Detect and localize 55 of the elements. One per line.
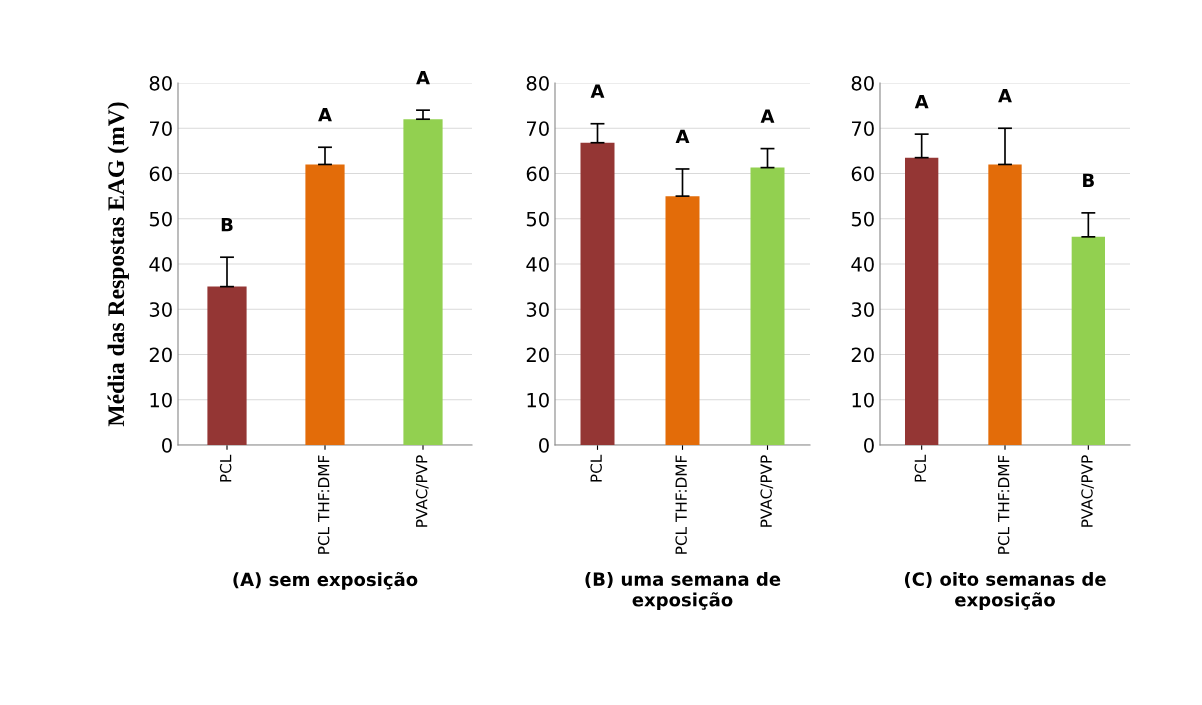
annotation: A [760,109,775,123]
annotation: A [675,129,690,143]
y-tick-label: 60 [851,166,874,182]
y-tick-label: 40 [526,256,549,272]
bar [1071,236,1105,445]
bar [207,286,247,445]
y-tick-label: 30 [851,302,874,317]
x-tick-label: PVAC/PVP [1081,455,1094,527]
y-tick-label: 60 [149,166,172,182]
y-tick-label: 70 [526,121,549,136]
annotation: A [318,108,332,122]
y-tick-label: 50 [526,211,549,227]
y-tick-label: 20 [149,347,172,363]
annotation: A [416,71,430,85]
x-tick-label: PVAC/PVP [760,455,774,527]
y-tick-label: 0 [539,437,549,453]
x-tick-label: PVAC/PVP [415,455,429,527]
x-tick-label: PCL THF:DMF [317,455,330,554]
y-tick-label: 70 [149,121,172,136]
y-tick-label: 10 [527,392,549,408]
x-tick-label: PCL [219,454,232,482]
bar [403,119,443,445]
x-tick-label: PCL [914,454,927,482]
y-tick-label: 10 [852,392,874,408]
x-tick-label: PCL [590,454,602,482]
y-tick-label: 30 [149,302,172,317]
y-tick-label: 20 [851,347,874,363]
annotation: A [998,89,1012,103]
y-tick-label: 80 [149,75,172,91]
y-tick-label: 40 [149,256,172,272]
y-tick-label: 10 [150,392,172,408]
annotation: A [590,84,605,98]
annotation: B [1083,173,1094,187]
y-tick-label: 50 [851,211,874,227]
y-tick-label: 30 [526,302,549,317]
y-tick-label: 80 [851,75,874,91]
y-tick-label: 70 [851,121,874,136]
x-axis-title: (C) oito semanas de exposição [904,571,1106,611]
y-tick-label: 60 [526,166,549,182]
y-tick-label: 0 [162,437,172,453]
y-tick-label: 40 [851,256,874,272]
bar [905,157,939,445]
annotation: A [914,94,929,109]
y-tick-label: 0 [864,437,874,453]
x-tick-label: PCL THF:DMF [675,455,687,554]
bar [988,164,1022,445]
x-axis-title: (B) uma semana de exposição [585,571,781,611]
x-tick-label: PCL THF:DMF [997,455,1010,554]
x-axis-title: (A) sem exposição [233,571,418,590]
y-tick-label: 20 [526,347,549,363]
annotation: B [221,218,233,232]
y-tick-label: 80 [526,75,549,91]
bar [305,164,345,445]
y-axis-title: Média das Respostas EAG (mV) [107,102,129,427]
y-tick-label: 50 [149,211,172,227]
